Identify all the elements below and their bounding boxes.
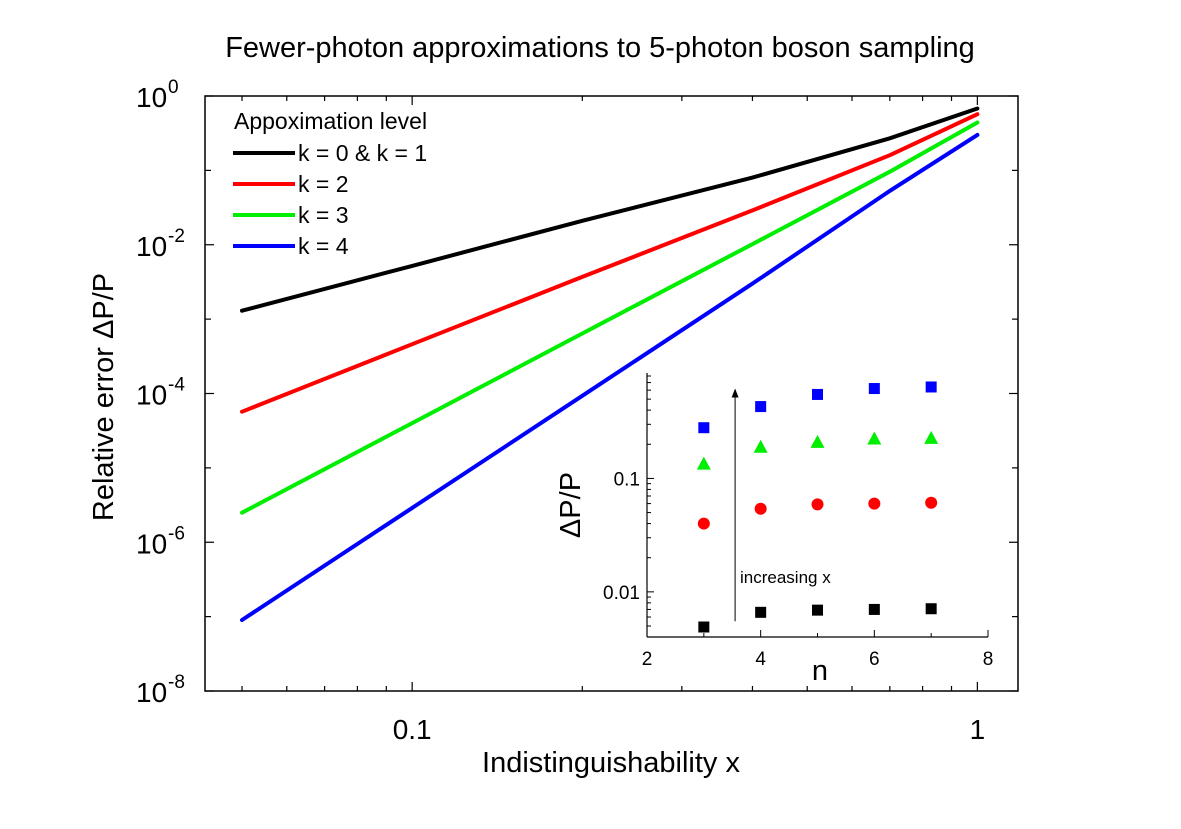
- series-line-4: [240, 132, 980, 622]
- inset-point-blue: [812, 388, 823, 400]
- inset-point-black: [868, 603, 880, 615]
- legend-title: Appoximation level: [234, 108, 427, 134]
- inset-ticks: [646, 375, 989, 638]
- inset-plot: increasing x 2 4 6 8 0.01 0.1 n ΔP/P: [555, 373, 993, 687]
- chart-title: Fewer-photon approximations to 5-photon …: [225, 32, 975, 64]
- inset-y-axis-label: ΔP/P: [555, 472, 587, 538]
- legend-label: k = 4: [298, 233, 349, 259]
- x-tick-label: 1: [970, 714, 986, 745]
- inset-point-black: [812, 604, 823, 616]
- inset-point-red: [697, 517, 710, 530]
- y-tick-label: 10 -6: [136, 523, 185, 559]
- legend: Appoximation level k = 0 & k = 1k = 2k =…: [233, 108, 427, 259]
- y-tick-label: 10 0: [136, 77, 179, 113]
- series-line-2: [240, 112, 980, 414]
- y-tick-label-exponent: -2: [168, 226, 185, 247]
- inset-point-red: [754, 502, 767, 515]
- inset-x-tick-label: 6: [869, 649, 880, 670]
- inset-y-tick-label: 0.01: [603, 583, 640, 604]
- inset-point-red: [868, 497, 881, 510]
- y-axis-label: Relative error ΔP/P: [88, 273, 120, 521]
- inset-point-blue: [925, 381, 937, 393]
- x-axis-label: Indistinguishability x: [482, 747, 740, 779]
- series-line-3: [240, 120, 980, 515]
- y-tick-label-exponent: -4: [168, 375, 185, 396]
- y-tick-label-exponent: -8: [168, 672, 185, 693]
- inset-point-black: [698, 621, 710, 633]
- inset-point-green: [924, 430, 939, 444]
- inset-x-tick-label: 2: [642, 649, 653, 670]
- inset-point-black: [925, 603, 937, 615]
- inset-point-green: [867, 431, 882, 445]
- legend-items: k = 0 & k = 1 k = 2 k = 3 k = 4: [233, 140, 427, 259]
- inset-points: [696, 381, 939, 633]
- y-tick-label-base: 10: [136, 677, 167, 708]
- x-tick-label: 0.1: [393, 714, 432, 745]
- inset-x-tick-labels: 2 4 6 8: [642, 649, 994, 670]
- y-tick-label-base: 10: [136, 231, 167, 262]
- inset-point-green: [753, 439, 768, 453]
- increasing-x-label: increasing x: [740, 568, 831, 587]
- y-tick-label: 10 -8: [136, 672, 185, 708]
- inset-point-green: [810, 434, 825, 448]
- y-tick-label-base: 10: [136, 380, 167, 411]
- inset-point-blue: [755, 401, 767, 413]
- inset-point-blue: [698, 422, 710, 434]
- inset-x-tick-label: 8: [983, 649, 994, 670]
- y-tick-label-base: 10: [136, 82, 167, 113]
- inset-x-axis-label: n: [812, 655, 828, 687]
- main-plot-frame: [204, 95, 1019, 692]
- inset-y-tick-label: 0.1: [614, 469, 640, 490]
- main-x-tick-labels: 0.1 1: [393, 714, 985, 745]
- increasing-x-arrowhead: [731, 388, 739, 398]
- inset-y-tick-labels: 0.01 0.1: [603, 469, 640, 603]
- legend-label: k = 0 & k = 1: [298, 140, 427, 166]
- inset-x-tick-label: 4: [755, 649, 766, 670]
- inset-annotation: increasing x: [731, 388, 831, 622]
- y-tick-label-exponent: 0: [168, 77, 179, 98]
- inset-point-red: [811, 498, 824, 511]
- inset-point-red: [925, 496, 938, 509]
- y-tick-label-base: 10: [136, 528, 167, 559]
- main-series: [240, 106, 980, 622]
- y-tick-label-exponent: -6: [168, 523, 185, 544]
- legend-label: k = 2: [298, 171, 349, 197]
- legend-label: k = 3: [298, 202, 349, 228]
- y-tick-label: 10 -4: [136, 375, 185, 411]
- y-tick-label: 10 -2: [136, 226, 185, 262]
- inset-point-green: [696, 456, 711, 470]
- series-line-1: [240, 106, 980, 313]
- inset-point-blue: [868, 383, 880, 395]
- inset-point-black: [755, 606, 767, 618]
